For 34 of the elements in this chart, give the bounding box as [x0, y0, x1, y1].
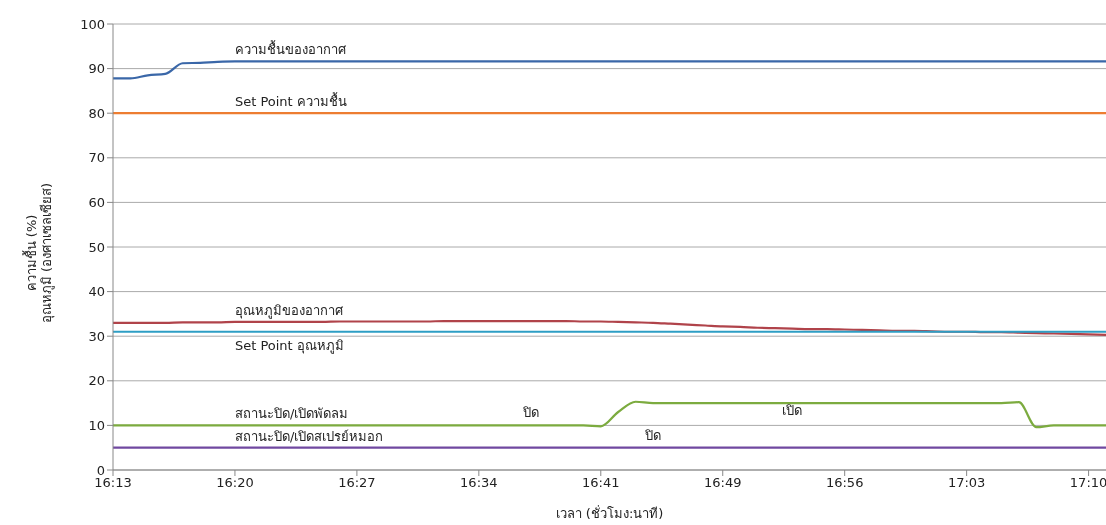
- x-axis-title: เวลา (ชั่วโมง:นาที): [555, 505, 664, 521]
- y-tick-label: 10: [88, 418, 105, 434]
- line-series: [111, 319, 1106, 336]
- y-axis-title: ความชื้น (%) อุณหภูมิ (องศาเซลเซียส): [22, 182, 55, 324]
- series-label: อุณหภูมิของอากาศ: [234, 302, 344, 319]
- y-tick-label: 60: [88, 195, 105, 211]
- series-label: Set Point ความชื้น: [234, 92, 347, 110]
- y-tick-label: 0: [96, 462, 105, 478]
- x-tick-label: 17:03: [947, 475, 986, 491]
- series-label: สถานะปิด/เปิดสเปรย์หมอก: [234, 428, 384, 444]
- x-tick-label: 16:34: [460, 475, 498, 491]
- y-tick-label: 80: [88, 105, 105, 121]
- y-tick-label: 70: [88, 150, 105, 166]
- y-tick-label: 20: [88, 373, 105, 389]
- y-tick-label: 40: [88, 284, 105, 300]
- x-tick-label: 16:20: [216, 475, 254, 491]
- line-series: [111, 60, 1106, 80]
- x-tick-label: 16:56: [825, 475, 864, 491]
- y-tick-label: 50: [88, 239, 105, 255]
- series-label: ความชื้นของอากาศ: [234, 40, 347, 58]
- line-series: [111, 400, 1106, 429]
- series-label: สถานะปิด/เปิดพัดลม: [234, 406, 349, 422]
- series-label: Set Point อุณหภูมิ: [234, 337, 344, 354]
- x-tick-label: 17:10: [1069, 475, 1106, 491]
- y-tick-label: 30: [88, 328, 105, 344]
- annotation: เปิด: [782, 403, 803, 419]
- x-tick-label: 16:13: [94, 475, 132, 491]
- x-tick-label: 16:49: [704, 475, 742, 491]
- annotation: ปิด: [644, 427, 662, 443]
- annotation: ปิด: [522, 405, 540, 421]
- x-tick-label: 16:27: [338, 475, 376, 491]
- y-tick-label: 90: [88, 61, 105, 77]
- x-tick-label: 16:41: [582, 475, 620, 491]
- y-tick-label: 100: [80, 16, 105, 32]
